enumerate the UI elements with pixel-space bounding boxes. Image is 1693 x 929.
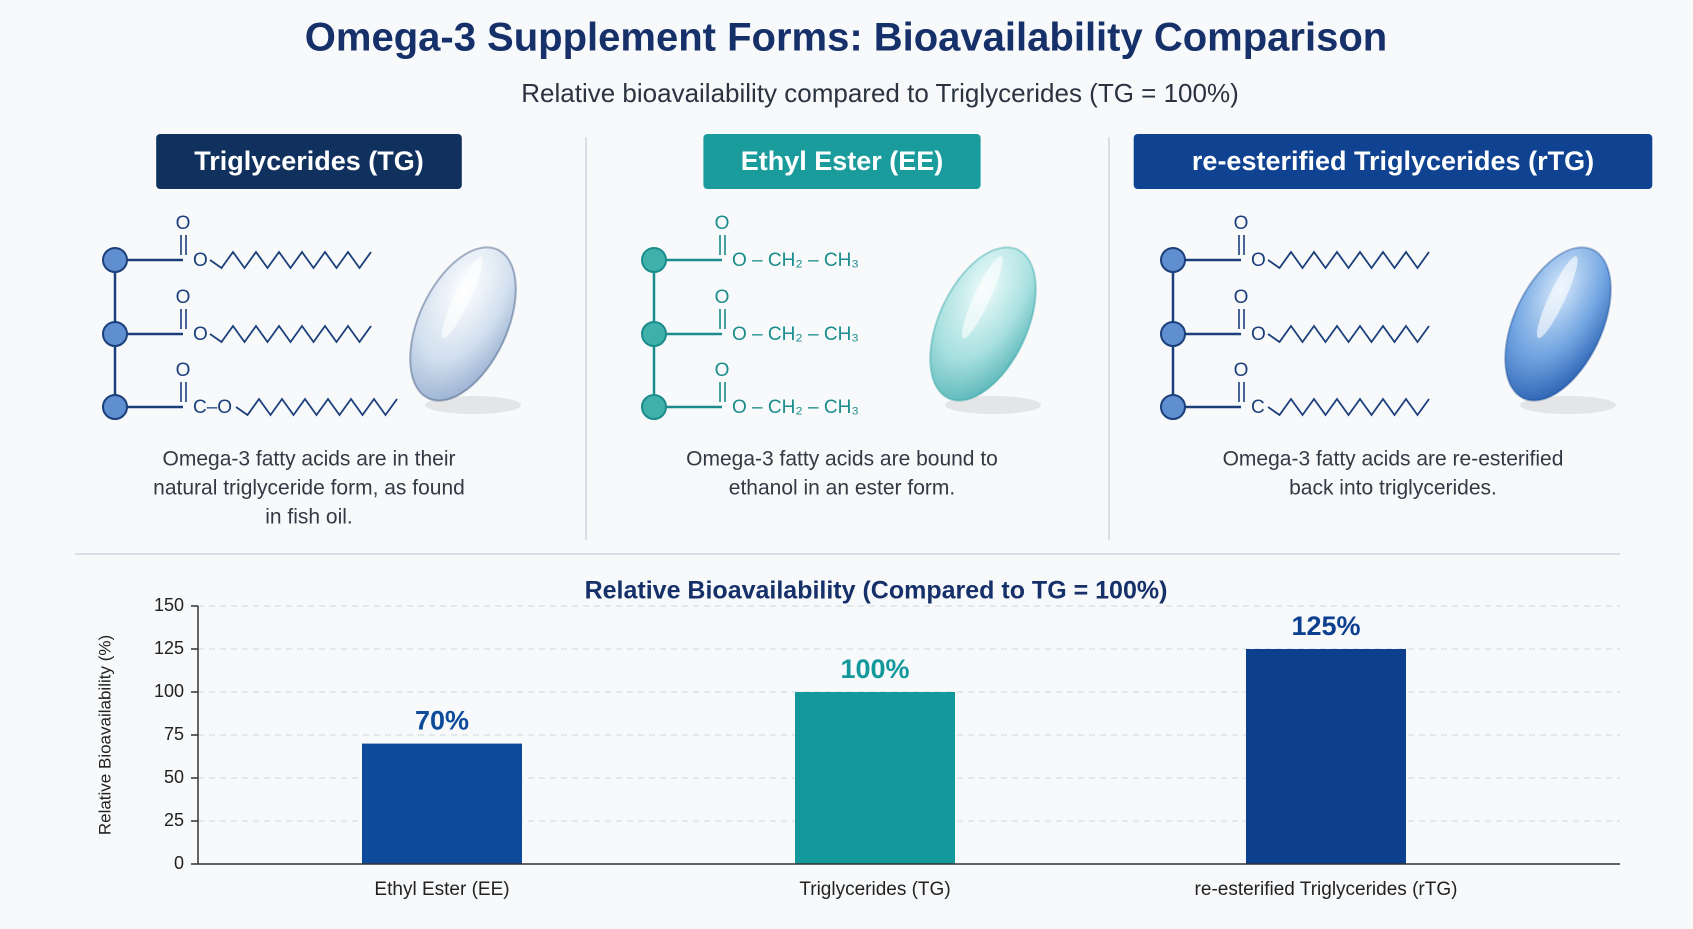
- glycerol-node: [102, 247, 128, 273]
- atom-label: O: [176, 360, 191, 381]
- atom-label: O: [176, 213, 191, 234]
- glycerol-node: [641, 321, 667, 347]
- atom-label: O: [715, 213, 730, 234]
- atom-label: O: [193, 324, 208, 345]
- glycerol-node: [1160, 321, 1186, 347]
- description: Omega-3 fatty acids are in their: [163, 448, 456, 471]
- y-tick-label: 150: [154, 595, 184, 615]
- y-tick-label: 125: [154, 638, 184, 658]
- atom-label: O: [1234, 287, 1249, 308]
- fatty-acid-chain: [1267, 250, 1430, 270]
- capsule-highlight: [961, 256, 1003, 339]
- capsule-shadow: [945, 396, 1041, 414]
- atom-label: O: [1251, 324, 1266, 345]
- y-tick-label: 75: [164, 724, 184, 744]
- panel-header-bg: [703, 134, 981, 189]
- y-tick-label: 100: [154, 681, 184, 701]
- atom-label: O – CH₂ – CH₃: [732, 324, 859, 345]
- atom-label: O: [1234, 213, 1249, 234]
- description: back into triglycerides.: [1289, 477, 1497, 500]
- capsule-highlight: [441, 256, 483, 339]
- atom-label: C: [1251, 397, 1265, 418]
- glycerol-node: [1160, 394, 1186, 420]
- glycerol-node: [641, 394, 667, 420]
- x-tick-label: Ethyl Ester (EE): [374, 879, 509, 900]
- capsule: [929, 246, 1037, 402]
- value-label: 100%: [840, 654, 909, 684]
- description: in fish oil.: [265, 506, 353, 529]
- value-label: 70%: [415, 706, 469, 736]
- description: Omega-3 fatty acids are bound to: [686, 448, 998, 471]
- capsule: [409, 246, 517, 402]
- y-tick-label: 0: [174, 853, 184, 873]
- bar: [362, 743, 522, 864]
- capsule: [1504, 246, 1612, 402]
- glycerol-node: [1160, 247, 1186, 273]
- description: Omega-3 fatty acids are re-esterified: [1223, 448, 1564, 471]
- title: Omega-3 Supplement Forms: Bioavailabilit…: [305, 16, 1387, 60]
- x-tick-label: re-esterified Triglycerides (rTG): [1195, 879, 1458, 900]
- fatty-acid-chain: [209, 250, 372, 270]
- atom-label: O: [1251, 250, 1266, 271]
- fatty-acid-chain: [209, 324, 372, 344]
- atom-label: O – CH₂ – CH₃: [732, 250, 859, 271]
- panel-header: Ethyl Ester (EE): [741, 146, 944, 176]
- glycerol-node: [641, 247, 667, 273]
- fatty-acid-chain: [1267, 324, 1430, 344]
- fatty-acid-chain: [1267, 397, 1430, 417]
- glycerol-node: [102, 321, 128, 347]
- chart-title: Relative Bioavailability (Compared to TG…: [585, 577, 1168, 605]
- atom-label: O: [193, 250, 208, 271]
- atom-label: O: [1234, 360, 1249, 381]
- value-label: 125%: [1291, 611, 1360, 641]
- y-tick-label: 25: [164, 810, 184, 830]
- panel-header: re-esterified Triglycerides (rTG): [1192, 146, 1594, 176]
- capsule-shadow: [425, 396, 521, 414]
- x-tick-label: Triglycerides (TG): [799, 879, 950, 900]
- description: natural triglyceride form, as found: [153, 477, 465, 500]
- capsule-highlight: [1536, 256, 1578, 339]
- panel-header: Triglycerides (TG): [194, 146, 424, 176]
- description: ethanol in an ester form.: [729, 477, 955, 500]
- panel-header-bg: [156, 134, 462, 189]
- panel-header-bg: [1133, 134, 1653, 189]
- atom-label: C–O: [193, 397, 232, 418]
- atom-label: O: [176, 287, 191, 308]
- atom-label: O – CH₂ – CH₃: [732, 397, 859, 418]
- bar: [795, 692, 955, 864]
- atom-label: O: [715, 287, 730, 308]
- subtitle: Relative bioavailability compared to Tri…: [521, 78, 1238, 108]
- atom-label: O: [715, 360, 730, 381]
- bar: [1246, 649, 1406, 864]
- y-tick-label: 50: [164, 767, 184, 787]
- fatty-acid-chain: [235, 397, 398, 417]
- y-axis-title: Relative Bioavailability (%): [95, 635, 114, 835]
- glycerol-node: [102, 394, 128, 420]
- capsule-shadow: [1520, 396, 1616, 414]
